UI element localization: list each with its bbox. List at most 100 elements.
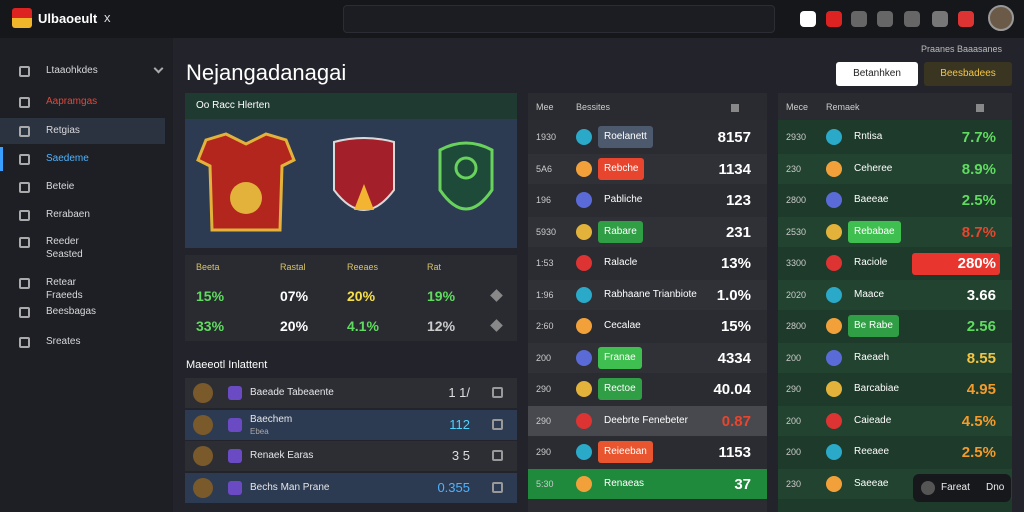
- table-row[interactable]: [528, 216, 767, 247]
- table-row[interactable]: [528, 248, 767, 278]
- toolbar-icon[interactable]: [800, 11, 816, 27]
- sidebar-item[interactable]: Reeder Seasted: [46, 236, 83, 260]
- row-name: Ceheree: [854, 162, 893, 174]
- row-time: 3300: [786, 258, 807, 268]
- row-icon: [576, 192, 592, 208]
- list-action[interactable]: [492, 450, 503, 461]
- row-time: 230: [786, 478, 802, 489]
- table-row[interactable]: [778, 279, 1012, 310]
- table-row[interactable]: [778, 153, 1012, 184]
- row-value: 1153: [718, 444, 751, 461]
- row-time: 2:60: [536, 321, 554, 331]
- avatar[interactable]: [988, 5, 1014, 31]
- secondary-button[interactable]: Beesbadees: [924, 62, 1012, 86]
- row-icon: [826, 255, 842, 271]
- row-time: 290: [786, 384, 802, 394]
- feature-header: [185, 93, 517, 119]
- sidebar-item[interactable]: Beesbagas: [46, 306, 97, 317]
- row-time: 2800: [786, 195, 807, 205]
- close-button[interactable]: x: [104, 10, 111, 25]
- row-name: Be Rabe: [848, 315, 899, 337]
- sidebar-item[interactable]: Rerabaen: [46, 209, 90, 220]
- table-row[interactable]: [528, 374, 767, 404]
- row-icon: [826, 160, 842, 177]
- row-value: 1.0%: [716, 286, 751, 304]
- row-time: 1930: [536, 132, 557, 142]
- list-action[interactable]: [492, 418, 503, 430]
- feature-title: Oo Racc Hlerten: [196, 100, 270, 111]
- list-value: 0.355: [437, 479, 470, 495]
- row-time: 5A6: [536, 163, 553, 174]
- toast-action[interactable]: Dno: [986, 482, 1005, 493]
- row-value: 2.5%: [961, 192, 996, 209]
- sidebar-icon: [19, 278, 30, 289]
- sidebar-item[interactable]: Retear Fraeeds: [46, 277, 83, 301]
- table-row[interactable]: [528, 185, 767, 215]
- row-name: Rebche: [598, 157, 645, 180]
- table-row[interactable]: [528, 311, 767, 341]
- table-row[interactable]: [778, 437, 1012, 467]
- primary-button[interactable]: Betanhken: [836, 62, 918, 86]
- toolbar-icon[interactable]: [904, 11, 920, 27]
- list-icon: [228, 449, 242, 463]
- sidebar-item[interactable]: Aapramgas: [46, 96, 98, 107]
- row-time: 5:30: [536, 478, 554, 489]
- row-name: Rabare: [598, 220, 643, 243]
- list-icon: [228, 480, 242, 495]
- row-value: 4334: [717, 349, 751, 367]
- row-value: 4.5%: [961, 412, 996, 430]
- row-value: 3.66: [966, 286, 996, 304]
- sidebar-item[interactable]: Beteie: [46, 181, 75, 192]
- table-row[interactable]: [778, 405, 1012, 436]
- table-row[interactable]: [528, 405, 767, 436]
- row-value: 4.95: [966, 381, 996, 398]
- table-row[interactable]: [778, 185, 1012, 215]
- row-name: Rabhaane Trianbiote: [604, 288, 697, 300]
- toolbar-icon[interactable]: [826, 11, 842, 27]
- sidebar-icon: [19, 66, 30, 77]
- table-row[interactable]: [528, 468, 767, 499]
- search-box[interactable]: [343, 5, 775, 33]
- table-row[interactable]: [778, 374, 1012, 404]
- sidebar-item[interactable]: Saedeme: [46, 153, 89, 164]
- list-action[interactable]: [492, 481, 503, 493]
- table-row[interactable]: [528, 153, 767, 184]
- row-time: 2020: [786, 289, 807, 300]
- toolbar-icon[interactable]: [851, 11, 867, 27]
- stat-label: Beeta: [196, 262, 220, 272]
- list-title: Maeeotl Inlattent: [186, 359, 268, 371]
- row-icon: [576, 223, 592, 240]
- row-time: 230: [786, 163, 802, 174]
- header-icon: [976, 104, 984, 112]
- row-time: 2800: [786, 321, 807, 331]
- row-icon: [826, 192, 842, 208]
- row-name: Saeeae: [854, 477, 889, 489]
- brand: Ulbaoeult: [38, 11, 98, 26]
- row-value: 2.5%: [961, 444, 996, 461]
- table-row[interactable]: [528, 279, 767, 310]
- table-row[interactable]: [528, 342, 767, 373]
- row-name: Rntisa: [854, 131, 883, 142]
- row-time: 1:53: [536, 258, 554, 268]
- list-action[interactable]: [492, 387, 503, 398]
- row-icon: [826, 223, 842, 240]
- row-icon: [576, 412, 592, 429]
- row-icon: [826, 129, 842, 145]
- header-col: Mee: [536, 102, 554, 112]
- sidebar-item[interactable]: Retgias: [46, 125, 80, 136]
- row-value: 1134: [718, 160, 751, 178]
- table-row[interactable]: [778, 342, 1012, 373]
- toolbar-icon[interactable]: [958, 11, 974, 27]
- row-time: 2530: [786, 226, 807, 237]
- row-name: Rectoe: [598, 378, 642, 400]
- sidebar-item[interactable]: Sreates: [46, 336, 81, 347]
- toast-icon: [921, 481, 935, 495]
- row-name: Caieade: [854, 414, 892, 426]
- row-value: 2.56: [966, 318, 996, 335]
- list-avatar: [193, 383, 213, 403]
- toolbar-icon[interactable]: [932, 11, 948, 27]
- sidebar-item[interactable]: Ltaaohkdes: [46, 65, 98, 76]
- table-row[interactable]: [778, 122, 1012, 152]
- row-value: 280%: [912, 253, 1000, 275]
- toolbar-icon[interactable]: [877, 11, 893, 27]
